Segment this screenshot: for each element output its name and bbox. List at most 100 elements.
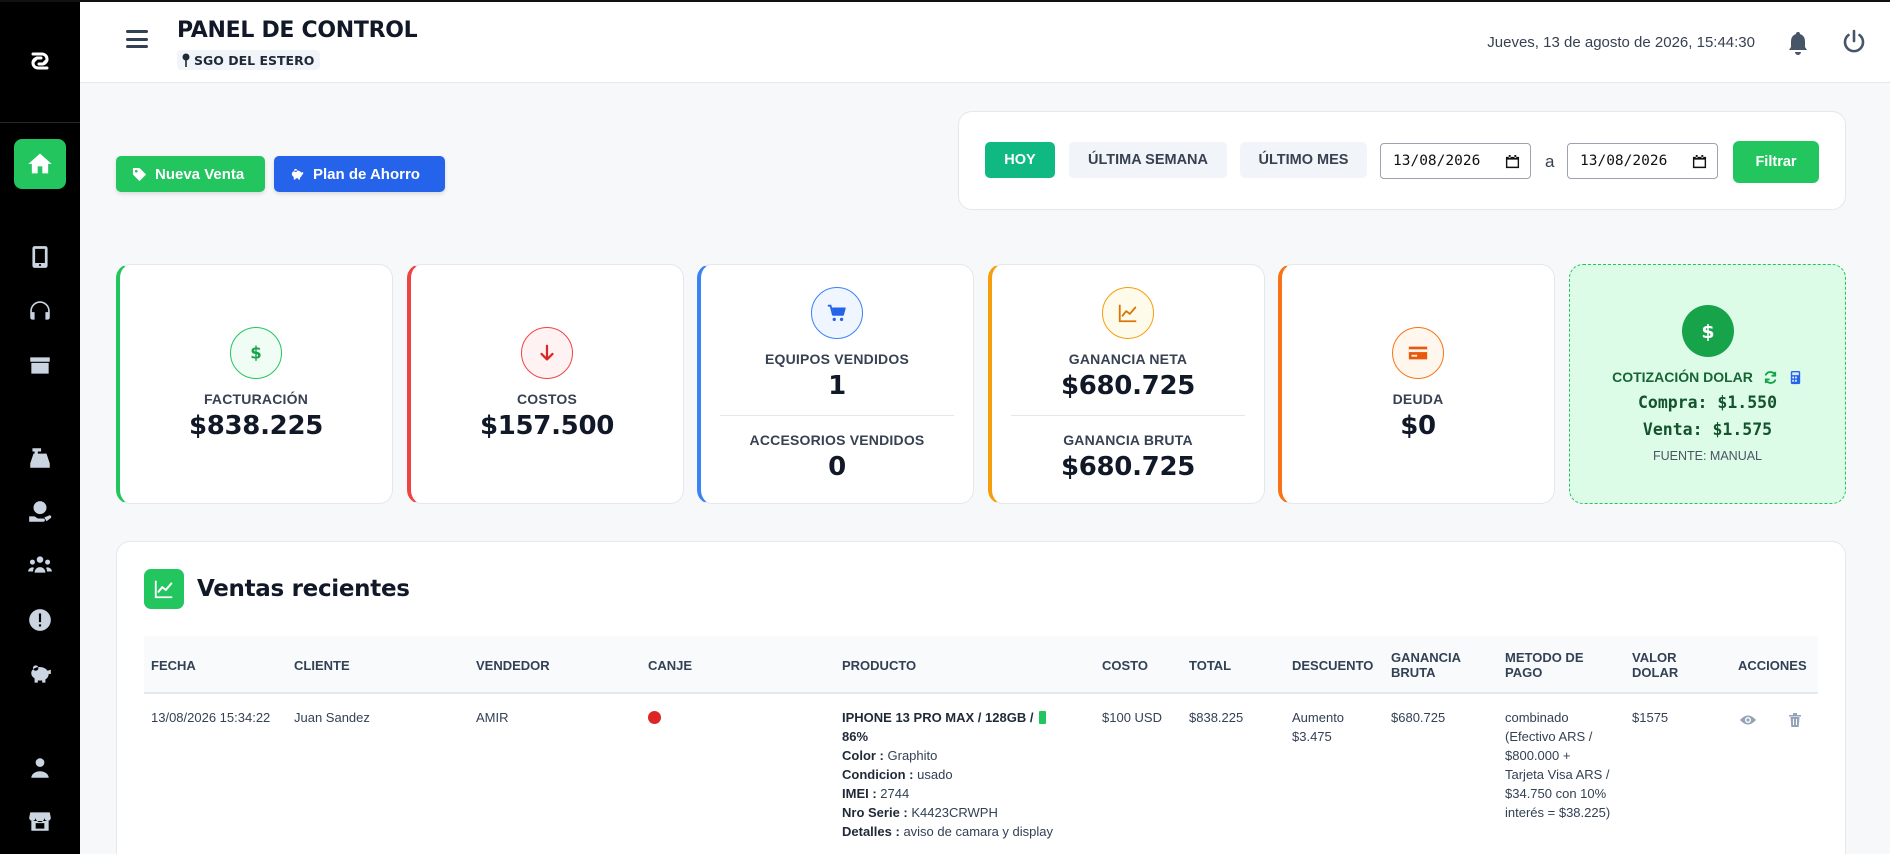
chart-circle — [1102, 286, 1154, 339]
dollar-icon: $ — [250, 344, 261, 363]
location-label: SGO DEL ESTERO — [194, 52, 315, 68]
filter-hoy-button[interactable]: HOY — [985, 142, 1055, 178]
filter-ultimo-mes-button[interactable]: ÚLTIMO MES — [1240, 142, 1367, 178]
sidebar-item-savings-plan[interactable] — [0, 499, 80, 525]
col-valor-dolar[interactable]: VALOR DOLAR — [1632, 636, 1678, 694]
col-ganancia-bruta[interactable]: GANANCIA BRUTA — [1391, 636, 1461, 694]
date-to-value: 13/08/2026 — [1580, 153, 1668, 169]
refresh-icon[interactable] — [1763, 370, 1778, 385]
box-icon — [30, 357, 50, 374]
sidebar — [0, 2, 80, 854]
col-ganancia-line2: BRUTA — [1391, 665, 1436, 680]
menu-toggle-icon[interactable] — [126, 30, 148, 48]
cotizacion-dolar-card: $ COTIZACIÓN DOLAR Compra: $1.550 Venta:… — [1569, 264, 1846, 504]
view-eye-icon[interactable] — [1739, 711, 1757, 729]
condicion-value: usado — [917, 767, 953, 782]
col-vendedor[interactable]: VENDEDOR — [476, 657, 550, 673]
producto-title-line2: 86% — [842, 729, 869, 744]
condicion-label: Condicion : — [842, 767, 914, 782]
shopping-cart-icon — [827, 304, 846, 321]
metodo-line3: $800.000 + — [1505, 748, 1571, 763]
date-to-input[interactable]: 13/08/2026 — [1567, 143, 1718, 179]
col-descuento[interactable]: DESCUENTO — [1292, 657, 1374, 673]
nueva-venta-button[interactable]: Nueva Venta — [116, 156, 265, 192]
cotizacion-source: FUENTE: MANUAL — [1652, 449, 1763, 463]
ganancia-bruta-value: $680.725 — [1060, 451, 1196, 482]
headphones-icon — [30, 301, 50, 320]
cell-canje — [648, 708, 661, 724]
costos-label: COSTOS — [516, 391, 578, 407]
serie-label: Nro Serie : — [842, 805, 908, 820]
date-from-input[interactable]: 13/08/2026 — [1380, 143, 1531, 179]
filter-ultima-semana-button[interactable]: ÚLTIMA SEMANA — [1069, 142, 1227, 178]
col-metodo-line1: METODO DE — [1505, 650, 1584, 665]
current-datetime: Jueves, 13 de agosto de 2026, 15:44:30 — [1487, 34, 1755, 51]
user-icon — [31, 758, 49, 778]
col-cliente[interactable]: CLIENTE — [294, 657, 350, 673]
descuento-line2: $3.475 — [1292, 729, 1332, 744]
brand-logo-icon[interactable] — [25, 46, 55, 76]
col-canje[interactable]: CANJE — [648, 657, 693, 673]
sidebar-item-cash-register[interactable] — [0, 445, 80, 471]
location-badge: SGO DEL ESTERO — [177, 50, 321, 70]
deuda-value: $0 — [1400, 411, 1436, 441]
deuda-label: DEUDA — [1392, 391, 1444, 407]
card-circle — [1392, 327, 1444, 379]
col-acciones: ACCIONES — [1738, 657, 1807, 673]
cell-vendedor: AMIR — [476, 710, 509, 725]
col-metodo-pago[interactable]: METODO DE PAGO — [1505, 636, 1584, 694]
cell-ganancia: $680.725 — [1391, 710, 1446, 725]
ganancia-neta-label: GANANCIA NETA — [1068, 350, 1188, 367]
svg-text:$: $ — [1701, 321, 1714, 343]
cell-total: $838.225 — [1189, 710, 1244, 725]
power-icon[interactable] — [1841, 29, 1867, 55]
metodo-line1: combinado — [1505, 710, 1569, 725]
equipos-value: 1 — [828, 370, 846, 401]
plan-ahorro-button[interactable]: Plan de Ahorro — [274, 156, 445, 192]
compra-value: Compra: $1.550 — [1637, 393, 1778, 412]
descuento-line1: Aumento — [1292, 710, 1345, 725]
delete-trash-icon[interactable] — [1786, 711, 1804, 729]
arrow-down-icon — [540, 344, 554, 361]
imei-value: 2744 — [880, 786, 910, 801]
facturacion-value: $838.225 — [188, 411, 324, 441]
dollar-circle: $ — [1681, 305, 1734, 357]
imei-label: IMEI : — [842, 786, 877, 801]
credit-card-icon — [1408, 346, 1428, 360]
col-ganancia-line1: GANANCIA — [1391, 650, 1462, 665]
store-icon — [29, 812, 51, 831]
sidebar-item-clients[interactable] — [0, 552, 80, 578]
sidebar-item-accessories[interactable] — [0, 298, 80, 324]
cell-descuento: Aumento $3.475 — [1292, 708, 1344, 746]
col-fecha[interactable]: FECHA — [151, 657, 196, 673]
col-total[interactable]: TOTAL — [1189, 657, 1232, 673]
calendar-icon — [1505, 154, 1520, 169]
ventas-recientes-header: Ventas recientes — [144, 569, 410, 609]
venta-value: Venta: $1.575 — [1642, 420, 1773, 439]
cell-fecha: 13/08/2026 15:34:22 — [151, 710, 271, 725]
sidebar-item-alerts[interactable] — [0, 607, 80, 633]
cell-cliente: Juan Sandez — [294, 710, 370, 725]
filtrar-button[interactable]: Filtrar — [1733, 141, 1819, 183]
sidebar-item-phones[interactable] — [0, 244, 80, 270]
date-range-separator: a — [1545, 152, 1555, 171]
bell-icon[interactable] — [1786, 30, 1810, 56]
col-costo[interactable]: COSTO — [1102, 657, 1148, 673]
calculator-icon[interactable] — [1788, 370, 1803, 385]
date-filter-panel: HOY ÚLTIMA SEMANA ÚLTIMO MES 13/08/2026 … — [958, 111, 1846, 210]
sidebar-item-profile[interactable] — [0, 755, 80, 781]
ventas-recientes-title: Ventas recientes — [197, 576, 410, 602]
svg-text:$: $ — [250, 344, 261, 363]
col-producto[interactable]: PRODUCTO — [842, 657, 917, 673]
col-valor-line1: VALOR — [1632, 650, 1677, 665]
sidebar-divider — [0, 122, 80, 123]
deuda-card: DEUDA $0 — [1278, 264, 1555, 504]
sidebar-item-home[interactable] — [14, 139, 66, 189]
sidebar-item-store[interactable] — [0, 808, 80, 834]
sidebar-item-inventory[interactable] — [0, 352, 80, 378]
detalles-value: aviso de camara y display — [903, 824, 1054, 839]
arrow-circle — [521, 327, 573, 379]
sidebar-item-piggy-bank[interactable] — [0, 661, 80, 687]
cash-register-icon — [30, 448, 50, 468]
producto-title-line1: IPHONE 13 PRO MAX / 128GB / — [842, 710, 1034, 725]
